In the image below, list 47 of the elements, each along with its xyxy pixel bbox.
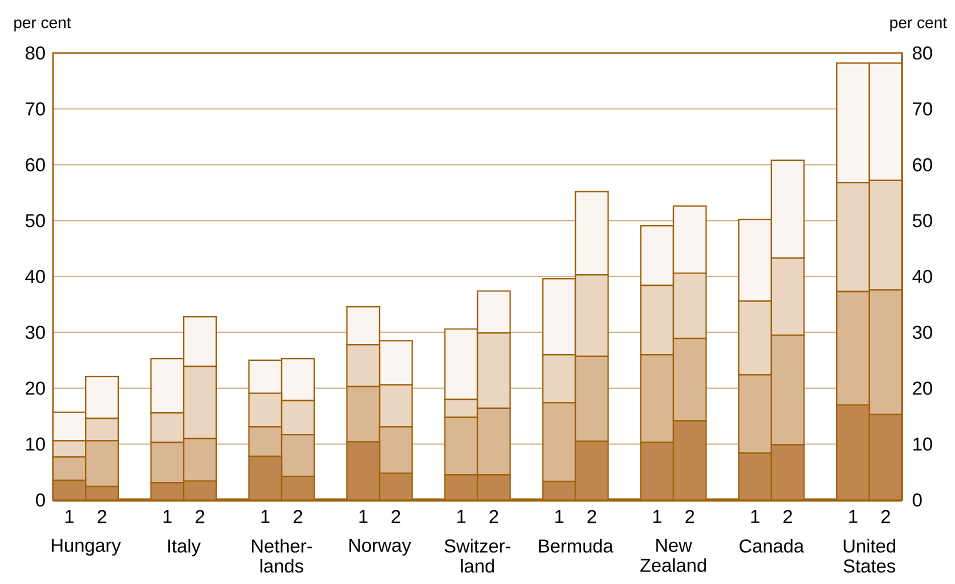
- x-tick-label: 2: [686, 510, 694, 524]
- x-tick-label: 2: [588, 510, 596, 524]
- x-tick-label: 2: [783, 510, 792, 524]
- text: Nether- lands: [252, 538, 312, 573]
- y-tick-label: 50: [26, 214, 45, 228]
- x-tick-label: 1: [359, 510, 368, 523]
- y-tick-label: 10: [26, 437, 45, 451]
- text: Hungary: [52, 538, 121, 556]
- y-tick-label: 70: [26, 102, 45, 116]
- x-tick-label: 2: [490, 510, 498, 524]
- y-tick-label: 0: [36, 493, 45, 507]
- y2-tick-label: 30: [912, 326, 932, 339]
- y-tick-label: 60: [26, 158, 45, 172]
- x-tick-label: 2: [98, 510, 106, 524]
- x-tick-label: 2: [196, 510, 204, 524]
- text: United States: [844, 538, 896, 573]
- y-tick-label: 80: [26, 46, 45, 60]
- text: Italy: [168, 538, 201, 556]
- x-tick-label: 2: [392, 510, 400, 524]
- x-tick-label: 1: [164, 510, 172, 523]
- y2-axis-title: per cent: [890, 18, 947, 32]
- y2-tick-label: 60: [912, 158, 932, 172]
- x-tick-label: 1: [555, 510, 564, 523]
- y2-tick-label: 50: [912, 214, 932, 228]
- text: Norway: [349, 538, 412, 556]
- y2-tick-label: 0: [912, 493, 922, 507]
- x-tick-label: 1: [653, 510, 662, 523]
- x-tick-label: 1: [66, 510, 74, 523]
- y-tick-label: 20: [26, 382, 45, 395]
- y2-tick-label: 70: [913, 102, 932, 116]
- x-tick-label: 1: [457, 510, 466, 523]
- x-tick-label: 2: [881, 510, 890, 524]
- x-tick-label: 1: [849, 510, 858, 523]
- y2-tick-label: 80: [912, 46, 932, 60]
- y2-tick-label: 20: [912, 382, 932, 395]
- text: Switzer- land: [444, 538, 510, 573]
- y-tick-label: 40: [25, 270, 45, 284]
- x-tick-label: 1: [751, 510, 760, 523]
- text: New Zealand: [640, 538, 706, 572]
- x-tick-label: 1: [261, 510, 270, 523]
- y-tick-label: 30: [26, 326, 45, 339]
- y2-tick-label: 10: [913, 437, 932, 451]
- y2-tick-label: 40: [912, 270, 932, 284]
- y-axis-title: per cent: [14, 18, 71, 32]
- text: Canada: [740, 538, 804, 553]
- text: Bermuda: [539, 538, 614, 553]
- x-tick-label: 2: [294, 510, 302, 524]
